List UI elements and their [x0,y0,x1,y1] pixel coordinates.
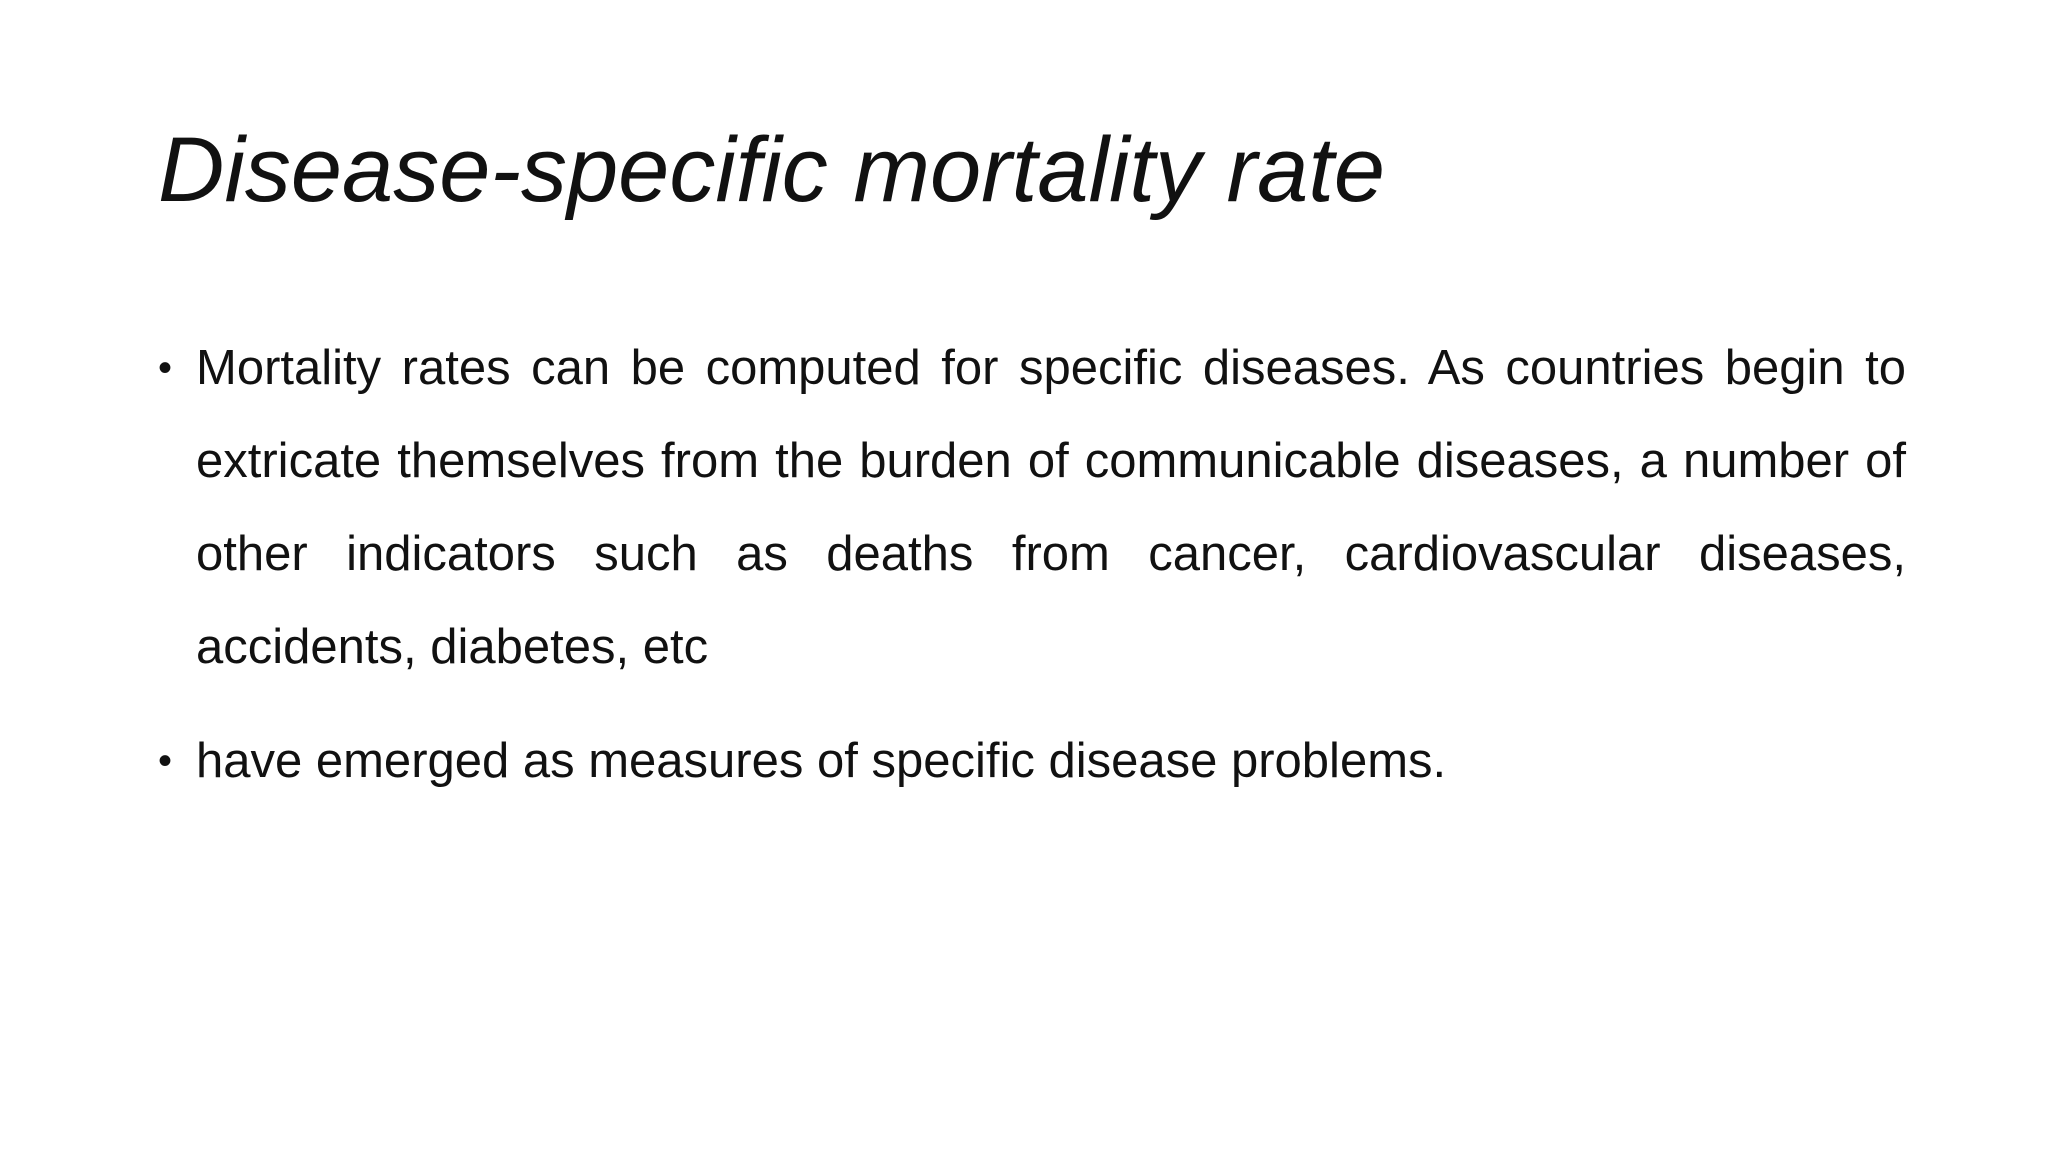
bullet-icon: • [158,739,173,783]
bullet-list: • Mortality rates can be computed for sp… [158,322,1906,808]
bullet-item: • Mortality rates can be computed for sp… [158,322,1906,694]
bullet-text: Mortality rates can be computed for spec… [196,341,1906,674]
bullet-icon: • [158,346,173,390]
bullet-text: have emerged as measures of specific dis… [196,734,1447,788]
bullet-item: • have emerged as measures of specific d… [158,715,1906,808]
slide-title: Disease-specific mortality rate [158,119,1386,221]
